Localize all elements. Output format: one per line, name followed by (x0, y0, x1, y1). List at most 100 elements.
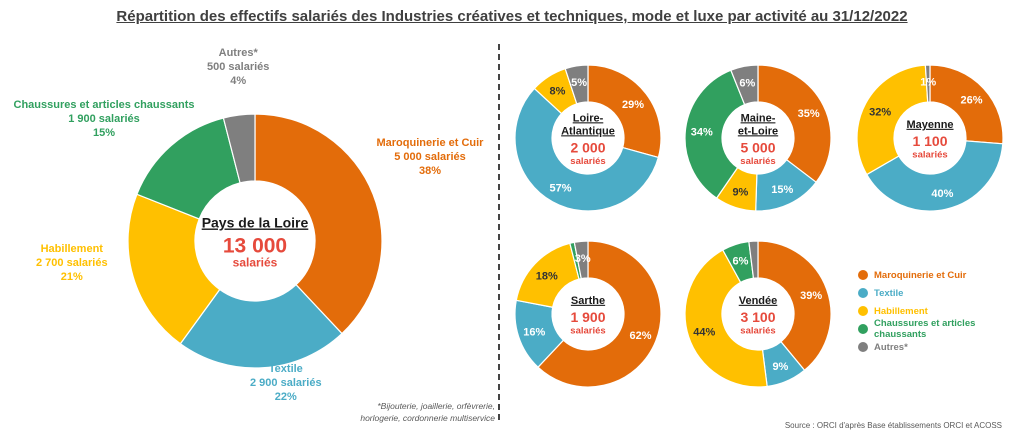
donut-center-name: et-Loire (738, 125, 778, 137)
main-label-line: 1 900 salariés (68, 113, 140, 125)
donut-slice-autres (564, 64, 589, 105)
donut-center-name: Pays de la Loire (202, 215, 309, 231)
main-label-line: 5 000 salariés (394, 151, 466, 163)
main-label-line: Autres* (218, 47, 258, 59)
main-label-line: 22% (274, 391, 297, 403)
main-label-line: 21% (60, 271, 83, 283)
donut-slice-autres (748, 240, 759, 279)
main-label-line: Habillement (40, 243, 103, 255)
legend-label: Chaussures et articles chaussants (874, 318, 976, 340)
legend-swatch (858, 270, 868, 280)
main-label-autres: Autres* 500 salariés 4% (207, 46, 269, 88)
main-label-line: 4% (230, 75, 247, 87)
slice-percent-label: 18% (536, 270, 558, 282)
donut-slice-autres (573, 240, 589, 280)
donut-center-name: Atlantique (561, 125, 615, 137)
donut-center-name: Sarthe (571, 295, 605, 307)
legend-label: Maroquinerie et Cuir (874, 269, 967, 281)
slice-percent-label: 6% (739, 78, 755, 90)
legend-swatch (858, 306, 868, 316)
footnote-line: horlogerie, cordonnerie multiservice (360, 413, 495, 423)
slice-percent-label: 15% (771, 184, 793, 196)
main-label-line: 15% (92, 127, 115, 139)
donut-center-total: 3 100 (740, 309, 775, 325)
donut-slice-textile (865, 140, 1004, 212)
legend-label: Habillement (874, 305, 928, 317)
donut-slice-habillement (127, 193, 221, 345)
main-label-textile: Textile 2 900 salariés 22% (250, 362, 322, 404)
donut-slice-maroquinerie (757, 240, 832, 372)
main-label-line: Maroquinerie et Cuir (376, 137, 484, 149)
donut-center-total: 2 000 (570, 139, 605, 155)
legend-item-chaussures: Chaussures et articles chaussants (858, 318, 1024, 340)
donut-slice-autres (730, 64, 759, 106)
donut-center-total: 1 100 (912, 133, 947, 149)
slice-percent-label: 16% (523, 327, 545, 339)
donut-slice-habillement (856, 64, 929, 176)
donut-slice-textile (514, 87, 660, 212)
donut-slice-autres (924, 64, 931, 103)
donut-center-total: 13 000 (223, 235, 287, 258)
slice-percent-label: 3% (575, 253, 591, 265)
donut-slice-textile (179, 283, 343, 369)
slice-percent-label: 8% (550, 86, 566, 98)
slice-percent-label: 9% (772, 361, 788, 373)
legend-item-maroquinerie: Maroquinerie et Cuir (858, 266, 1024, 284)
main-label-line: 38% (418, 165, 441, 177)
legend-label: Autres* (874, 341, 908, 353)
slice-percent-label: 6% (733, 255, 749, 267)
donut-center-unit: salariés (912, 149, 947, 160)
slice-percent-label: 1% (920, 77, 936, 89)
main-label-line: Chaussures et articles chaussants (13, 99, 195, 111)
legend-label: Textile (874, 287, 904, 299)
donut-center-total: 5 000 (740, 139, 775, 155)
chart-title: Répartition des effectifs salariés des I… (116, 8, 908, 25)
slice-percent-label: 29% (622, 99, 644, 111)
donut-slice-maroquinerie (537, 240, 662, 388)
legend-item-habillement: Habillement (858, 302, 1024, 320)
donut-center-name: Maine- (741, 112, 776, 124)
legend-swatch (858, 288, 868, 298)
slice-percent-label: 9% (732, 187, 748, 199)
main-label-habillement: Habillement 2 700 salariés 21% (36, 242, 108, 284)
main-label-line: 2 700 salariés (36, 257, 108, 269)
donut-slice-autres (222, 113, 256, 184)
slice-percent-label: 5% (571, 77, 587, 89)
donut-slice-habillement (684, 249, 768, 388)
legend-item-textile: Textile (858, 284, 1024, 302)
legend-swatch (858, 324, 868, 334)
donut-slice-chaussures (684, 69, 746, 199)
donut-center-total: 1 900 (570, 309, 605, 325)
slice-percent-label: 32% (869, 106, 891, 118)
main-label-line: Textile (268, 363, 303, 375)
slice-percent-label: 57% (549, 182, 571, 194)
donut-slice-maroquinerie (929, 64, 1004, 145)
main-label-line: 500 salariés (207, 61, 270, 73)
donut-center-unit: salariés (740, 325, 775, 336)
donut-slice-maroquinerie (254, 113, 383, 335)
source-note: Source : ORCI d'après Base établissement… (784, 421, 1002, 430)
donut-center-name: Vendée (739, 295, 778, 307)
slice-percent-label: 34% (691, 127, 713, 139)
main-label-maroquinerie: Maroquinerie et Cuir 5 000 salariés 38% (377, 136, 484, 178)
slice-percent-label: 40% (931, 188, 953, 200)
donut-center-name: Loire- (573, 112, 604, 124)
slice-percent-label: 35% (798, 108, 820, 120)
legend: Maroquinerie et Cuir Textile Habillement Ch… (858, 266, 1024, 356)
donut-center-unit: salariés (740, 156, 775, 167)
donut-center-name: Mayenne (906, 119, 953, 131)
slice-percent-label: 26% (960, 95, 982, 107)
main-label-line: 2 900 salariés (250, 377, 322, 389)
donut-slice-maroquinerie (757, 64, 832, 184)
main-label-chaussures: Chaussures et articles chaussants 1 900 s… (14, 98, 195, 140)
legend-swatch (858, 342, 868, 352)
slice-percent-label: 39% (800, 290, 822, 302)
donut-center-unit: salariés (570, 325, 605, 336)
donut-center-unit: salariés (570, 156, 605, 167)
